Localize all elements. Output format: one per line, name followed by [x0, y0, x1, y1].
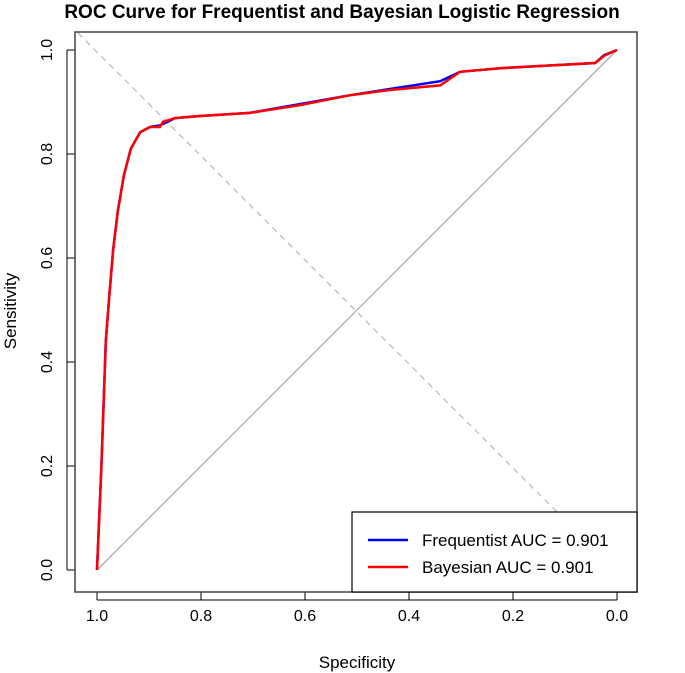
x-tick-label: 1.0 [86, 608, 108, 625]
chart-title: ROC Curve for Frequentist and Bayesian L… [64, 2, 619, 23]
y-tick-label: 0.0 [39, 559, 56, 581]
y-axis-label: Sensitivity [1, 272, 20, 349]
x-tick-label: 0.0 [606, 608, 628, 625]
anti-diagonal-line [77, 32, 637, 592]
y-tick-label: 1.0 [39, 39, 56, 61]
legend-label-bayesian: Bayesian AUC = 0.901 [422, 558, 594, 577]
y-tick-label: 0.2 [39, 455, 56, 477]
x-axis-label: Specificity [319, 653, 396, 672]
reference-diagonal-line [96, 49, 618, 571]
x-tick-label: 0.6 [294, 608, 316, 625]
x-tick-label: 0.2 [502, 608, 524, 625]
y-tick-label: 0.8 [39, 143, 56, 165]
legend: Frequentist AUC = 0.901 Bayesian AUC = 0… [351, 511, 638, 593]
roc-line-bayesian [95, 48, 618, 571]
legend-box [351, 511, 638, 593]
y-tick-label: 0.6 [39, 247, 56, 269]
x-tick-label: 0.8 [190, 608, 212, 625]
x-tick-label: 0.4 [398, 608, 420, 625]
legend-label-frequentist: Frequentist AUC = 0.901 [422, 531, 609, 550]
y-tick-label: 0.4 [39, 351, 56, 373]
